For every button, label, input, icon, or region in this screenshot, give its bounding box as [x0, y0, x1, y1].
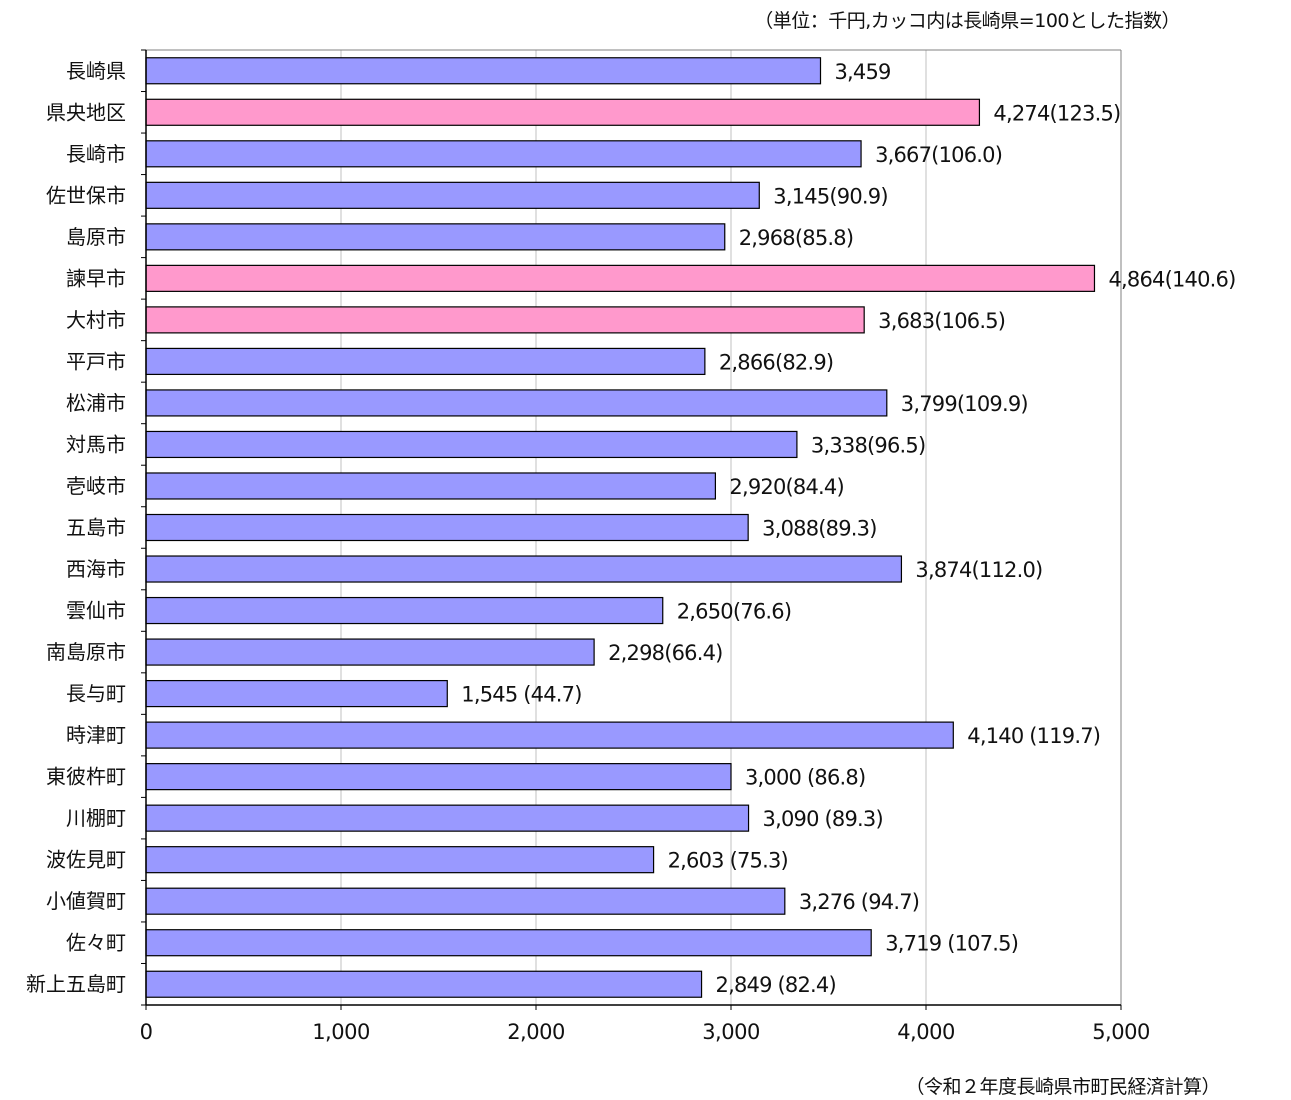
- category-label: 新上五島町: [26, 972, 126, 996]
- bar: [145, 846, 655, 874]
- data-label: 4,140 (119.7): [967, 724, 1100, 748]
- category-label: 川棚町: [66, 806, 126, 830]
- x-tick-label: 5,000: [1092, 1020, 1150, 1044]
- category-label: 佐世保市: [46, 183, 126, 207]
- category-label: 長崎県: [66, 59, 126, 83]
- bar: [145, 181, 760, 209]
- category-label: 壱岐市: [66, 474, 126, 498]
- bar: [145, 596, 664, 625]
- bar: [145, 223, 726, 251]
- category-label: 小値賀町: [46, 889, 126, 913]
- source-note: （令和２年度長崎県市町民経済計算）: [905, 1076, 1220, 1098]
- data-label: 3,719 (107.5): [885, 932, 1018, 956]
- bar: [145, 140, 862, 168]
- bar: [145, 804, 750, 832]
- bar: [145, 264, 1096, 292]
- data-label: 3,090 (89.3): [763, 807, 883, 831]
- bar: [145, 57, 822, 85]
- data-label: 2,968(85.8): [739, 226, 853, 250]
- data-label: 3,088(89.3): [762, 517, 876, 541]
- bar: [145, 763, 732, 791]
- category-label: 西海市: [66, 557, 126, 581]
- data-label: 2,650(76.6): [677, 600, 791, 624]
- data-label: 4,274(123.5): [993, 101, 1120, 125]
- category-label: 県央地区: [46, 100, 126, 124]
- unit-note: （単位：千円,カッコ内は長崎県=100とした指数）: [754, 10, 1180, 32]
- data-label: 2,849 (82.4): [716, 973, 836, 997]
- category-label: 大村市: [66, 308, 126, 332]
- data-label: 3,799(109.9): [901, 392, 1028, 416]
- category-label: 平戸市: [66, 349, 126, 373]
- data-label: 3,000 (86.8): [745, 766, 865, 790]
- bar: [145, 638, 595, 666]
- bar: [145, 472, 717, 500]
- category-label: 松浦市: [66, 391, 126, 415]
- category-label: 島原市: [66, 225, 126, 249]
- bar: [145, 679, 448, 708]
- category-label: 長崎市: [66, 142, 126, 166]
- bars: [145, 57, 1096, 998]
- data-label: 2,298(66.4): [608, 641, 722, 665]
- data-label: 3,276 (94.7): [799, 890, 919, 914]
- bar: [145, 929, 872, 957]
- data-label: 1,545 (44.7): [461, 683, 581, 707]
- x-tick-label: 4,000: [897, 1020, 955, 1044]
- category-label: 対馬市: [66, 432, 126, 456]
- category-label: 雲仙市: [66, 599, 126, 623]
- bar: [145, 306, 865, 334]
- category-label: 佐々町: [66, 931, 126, 955]
- bar: [145, 721, 954, 749]
- category-label: 長与町: [66, 682, 126, 706]
- bar: [145, 430, 798, 459]
- x-tick-label: 0: [140, 1020, 153, 1044]
- bar: [145, 389, 888, 417]
- data-label: 3,459: [835, 60, 891, 84]
- data-label: 2,920(84.4): [729, 475, 843, 499]
- category-labels: 長崎県県央地区長崎市佐世保市島原市諫早市大村市平戸市松浦市対馬市壱岐市五島市西海…: [26, 59, 126, 996]
- axes: [141, 49, 1122, 1010]
- bar: [145, 98, 981, 126]
- data-label: 3,145(90.9): [773, 184, 887, 208]
- category-label: 南島原市: [46, 640, 126, 664]
- x-tick-label: 2,000: [507, 1020, 565, 1044]
- data-labels: 3,459 4,274(123.5) 3,667(106.0) 3,145(90.9)…: [461, 60, 1236, 997]
- category-label: 諫早市: [66, 266, 126, 290]
- data-label: 2,866(82.9): [719, 350, 833, 374]
- category-label: 五島市: [66, 516, 126, 540]
- x-tick-labels: 0 1,000 2,000 3,000 4,000 5,000: [140, 1020, 1151, 1044]
- data-label: 3,874(112.0): [915, 558, 1042, 582]
- data-label: 2,603 (75.3): [668, 849, 788, 873]
- data-label: 3,338(96.5): [811, 433, 925, 457]
- data-label: 4,864(140.6): [1108, 267, 1235, 291]
- bar: [145, 513, 749, 542]
- bar: [145, 347, 706, 376]
- x-tick-label: 3,000: [702, 1020, 760, 1044]
- category-label: 東彼杵町: [46, 765, 126, 789]
- category-label: 時津町: [66, 723, 126, 747]
- category-label: 波佐見町: [46, 848, 126, 872]
- x-tick-label: 1,000: [312, 1020, 370, 1044]
- data-label: 3,683(106.5): [878, 309, 1005, 333]
- bar: [145, 887, 786, 915]
- bar: [145, 970, 703, 998]
- data-label: 3,667(106.0): [875, 143, 1002, 167]
- bar: [145, 555, 903, 583]
